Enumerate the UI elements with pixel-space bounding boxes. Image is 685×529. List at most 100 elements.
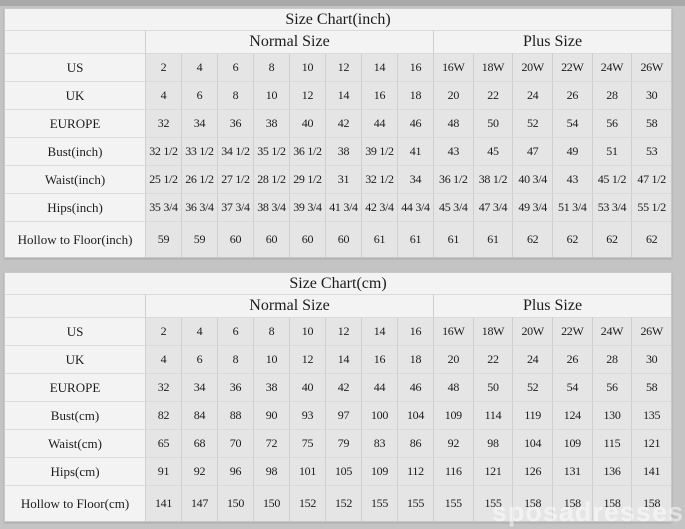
size-cell: 36 3/4 bbox=[181, 193, 217, 221]
size-cell: 121 bbox=[631, 429, 671, 457]
size-cell: 60 bbox=[217, 221, 253, 257]
row-label: EUROPE bbox=[5, 109, 145, 137]
size-cell: 96 bbox=[217, 457, 253, 485]
size-cell: 158 bbox=[512, 485, 552, 521]
size-cell: 16 bbox=[397, 317, 433, 345]
size-cell: 22W bbox=[552, 53, 592, 81]
size-cell: 18 bbox=[397, 81, 433, 109]
size-cell: 12 bbox=[325, 317, 361, 345]
table-title: Size Chart(inch) bbox=[5, 9, 671, 30]
row-label: Hollow to Floor(inch) bbox=[5, 221, 145, 257]
size-cell: 6 bbox=[217, 317, 253, 345]
size-cell: 115 bbox=[591, 429, 632, 457]
size-cell: 20 bbox=[433, 345, 473, 373]
size-cell: 41 3/4 bbox=[325, 193, 361, 221]
size-cell: 44 bbox=[361, 373, 397, 401]
size-cell: 42 bbox=[325, 373, 361, 401]
size-cell: 18 bbox=[397, 345, 433, 373]
size-cell: 92 bbox=[433, 429, 473, 457]
size-cell: 38 bbox=[325, 137, 361, 165]
size-cell: 150 bbox=[217, 485, 253, 521]
size-cell: 27 1/2 bbox=[217, 165, 253, 193]
size-cell: 54 bbox=[552, 109, 592, 137]
row-label: Hips(cm) bbox=[5, 457, 145, 485]
size-cell: 62 bbox=[512, 221, 552, 257]
size-cell: 26W bbox=[631, 317, 671, 345]
table-title: Size Chart(cm) bbox=[5, 273, 671, 294]
size-cell: 45 bbox=[472, 137, 513, 165]
size-chart-inch-table: Size Chart(inch) Normal Size Plus Size U… bbox=[4, 8, 672, 258]
row-label: Bust(cm) bbox=[5, 401, 145, 429]
size-cell: 34 bbox=[181, 109, 217, 137]
size-cell: 32 bbox=[145, 109, 181, 137]
size-cell: 121 bbox=[472, 457, 513, 485]
size-cell: 100 bbox=[361, 401, 397, 429]
size-cell: 141 bbox=[145, 485, 181, 521]
size-cell: 22W bbox=[552, 317, 592, 345]
size-cell: 39 1/2 bbox=[361, 137, 397, 165]
size-cell: 83 bbox=[361, 429, 397, 457]
size-cell: 52 bbox=[512, 373, 552, 401]
size-cell: 8 bbox=[253, 53, 289, 81]
size-cell: 25 1/2 bbox=[145, 165, 181, 193]
size-cell: 22 bbox=[472, 81, 513, 109]
size-cell: 36 bbox=[217, 109, 253, 137]
normal-size-header: Normal Size bbox=[145, 294, 433, 317]
size-cell: 59 bbox=[145, 221, 181, 257]
size-cell: 54 bbox=[552, 373, 592, 401]
size-cell: 26 bbox=[552, 81, 592, 109]
size-cell: 84 bbox=[181, 401, 217, 429]
row-label: UK bbox=[5, 81, 145, 109]
normal-size-header: Normal Size bbox=[145, 30, 433, 53]
row-label: Hips(inch) bbox=[5, 193, 145, 221]
size-cell: 38 bbox=[253, 109, 289, 137]
size-cell: 68 bbox=[181, 429, 217, 457]
size-cell: 158 bbox=[591, 485, 632, 521]
size-cell: 126 bbox=[512, 457, 552, 485]
size-cell: 42 3/4 bbox=[361, 193, 397, 221]
size-cell: 152 bbox=[289, 485, 325, 521]
size-cell: 46 bbox=[397, 109, 433, 137]
size-cell: 49 bbox=[552, 137, 592, 165]
size-cell: 14 bbox=[325, 345, 361, 373]
size-cell: 36 1/2 bbox=[289, 137, 325, 165]
size-cell: 14 bbox=[361, 317, 397, 345]
row-label: US bbox=[5, 53, 145, 81]
size-cell: 158 bbox=[552, 485, 592, 521]
size-cell: 104 bbox=[397, 401, 433, 429]
plus-size-header: Plus Size bbox=[433, 30, 671, 53]
size-cell: 155 bbox=[397, 485, 433, 521]
size-cell: 101 bbox=[289, 457, 325, 485]
size-cell: 40 3/4 bbox=[512, 165, 552, 193]
size-cell: 38 bbox=[253, 373, 289, 401]
size-cell: 46 bbox=[397, 373, 433, 401]
size-cell: 24W bbox=[591, 317, 632, 345]
size-cell: 30 bbox=[631, 345, 671, 373]
row-label: Waist(cm) bbox=[5, 429, 145, 457]
row-label: EUROPE bbox=[5, 373, 145, 401]
size-cell: 48 bbox=[433, 109, 473, 137]
size-cell: 88 bbox=[217, 401, 253, 429]
size-cell: 90 bbox=[253, 401, 289, 429]
size-cell: 32 1/2 bbox=[361, 165, 397, 193]
size-cell: 38 1/2 bbox=[472, 165, 513, 193]
size-cell: 53 3/4 bbox=[591, 193, 632, 221]
size-cell: 104 bbox=[512, 429, 552, 457]
size-cell: 36 bbox=[217, 373, 253, 401]
size-cell: 105 bbox=[325, 457, 361, 485]
size-cell: 109 bbox=[361, 457, 397, 485]
size-cell: 40 bbox=[289, 373, 325, 401]
size-cell: 60 bbox=[289, 221, 325, 257]
size-cell: 61 bbox=[433, 221, 473, 257]
size-cell: 18W bbox=[472, 317, 513, 345]
size-cell: 155 bbox=[361, 485, 397, 521]
size-cell: 26 1/2 bbox=[181, 165, 217, 193]
size-cell: 119 bbox=[512, 401, 552, 429]
size-cell: 40 bbox=[289, 109, 325, 137]
size-cell: 16W bbox=[433, 53, 473, 81]
size-cell: 45 1/2 bbox=[591, 165, 632, 193]
size-cell: 48 bbox=[433, 373, 473, 401]
size-cell: 93 bbox=[289, 401, 325, 429]
size-cell: 39 3/4 bbox=[289, 193, 325, 221]
size-cell: 116 bbox=[433, 457, 473, 485]
